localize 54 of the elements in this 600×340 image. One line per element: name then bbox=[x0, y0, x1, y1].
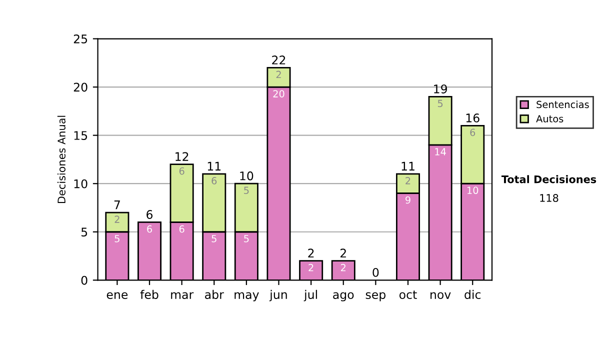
x-tick-label: dic bbox=[464, 290, 481, 300]
data-label: 6 bbox=[470, 128, 476, 136]
y-tick-label: 20 bbox=[74, 82, 88, 92]
total-label: 10 bbox=[240, 171, 254, 180]
total-label: 0 bbox=[372, 268, 379, 277]
total-label: 2 bbox=[340, 248, 346, 258]
data-label: 2 bbox=[276, 70, 281, 78]
data-label: 5 bbox=[212, 235, 216, 242]
data-label: 6 bbox=[212, 177, 217, 184]
total-label: 16 bbox=[466, 113, 480, 122]
data-label: 20 bbox=[273, 90, 284, 98]
y-tick-label: 0 bbox=[81, 276, 88, 285]
total-label: 11 bbox=[208, 162, 221, 171]
y-axis-title: Decisiones Anual bbox=[57, 116, 66, 203]
legend-label: Autos bbox=[536, 115, 564, 122]
data-label: 5 bbox=[244, 186, 249, 194]
data-label: 6 bbox=[147, 225, 152, 233]
data-label: 9 bbox=[406, 196, 410, 204]
x-tick-label: feb bbox=[140, 290, 158, 300]
data-label: 2 bbox=[308, 264, 314, 272]
data-label: 2 bbox=[406, 177, 410, 184]
x-tick-label: abr bbox=[205, 290, 224, 300]
total-label: 6 bbox=[146, 210, 153, 219]
data-label: 6 bbox=[179, 225, 184, 233]
data-label: 5 bbox=[244, 235, 249, 242]
x-tick-label: ene bbox=[106, 292, 128, 300]
data-label: 10 bbox=[467, 186, 478, 194]
data-label: 2 bbox=[340, 264, 346, 272]
text: Total Decisiones bbox=[501, 175, 596, 184]
text: 118 bbox=[540, 194, 558, 202]
legend-label: Sentencias bbox=[536, 100, 589, 108]
y-tick-label: 10 bbox=[74, 179, 88, 188]
x-tick-label: mar bbox=[171, 292, 194, 300]
x-tick-label: jul bbox=[304, 290, 317, 302]
y-tick-label: 25 bbox=[74, 34, 88, 44]
x-tick-label: ago bbox=[333, 292, 354, 302]
total-label: 7 bbox=[114, 200, 120, 210]
x-tick-label: sep bbox=[366, 292, 386, 302]
data-label: 5 bbox=[438, 100, 443, 108]
x-tick-label: jun bbox=[269, 290, 287, 302]
data-label: 5 bbox=[114, 235, 120, 242]
total-label: 22 bbox=[272, 56, 286, 64]
data-label: 14 bbox=[435, 148, 446, 156]
total-label: 2 bbox=[308, 248, 314, 258]
x-tick-label: oct bbox=[399, 290, 417, 300]
y-tick-label: 5 bbox=[81, 228, 88, 237]
data-label: 2 bbox=[114, 216, 120, 223]
total-label: 12 bbox=[176, 152, 188, 161]
total-label: 11 bbox=[402, 162, 414, 171]
y-tick-label: 15 bbox=[74, 131, 88, 140]
x-tick-label: may bbox=[234, 292, 259, 302]
x-tick-label: nov bbox=[430, 292, 451, 300]
data-label: 6 bbox=[179, 167, 184, 175]
total-label: 19 bbox=[434, 84, 447, 94]
